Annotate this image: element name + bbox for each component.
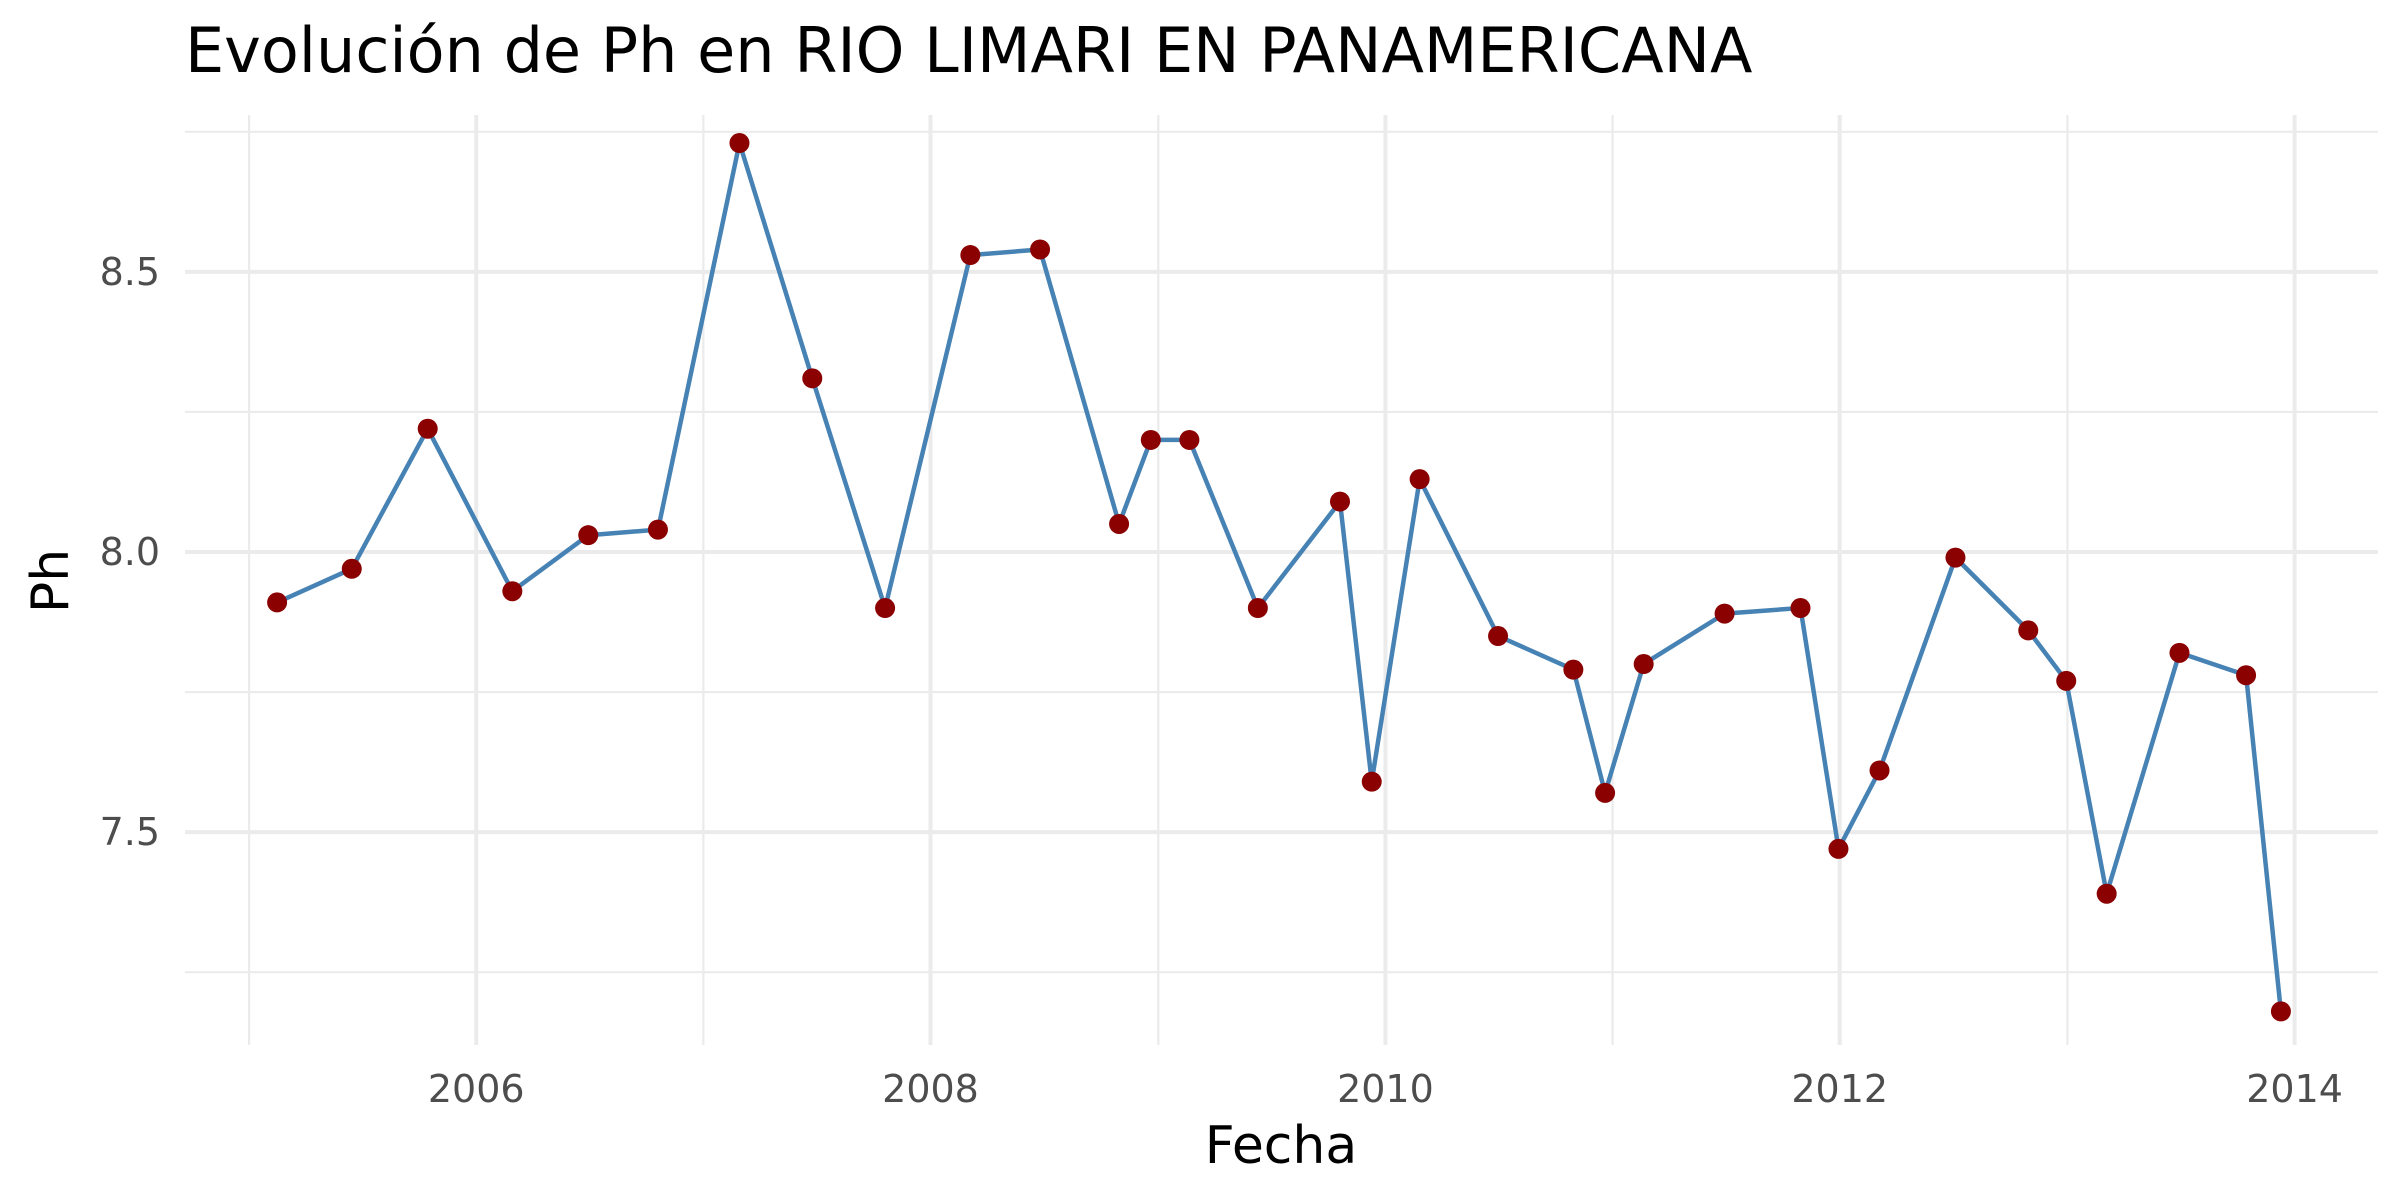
data-point-1 [341, 558, 362, 579]
x-tick-label-2010: 2010 [1337, 1067, 1434, 1111]
data-point-30 [2169, 642, 2190, 663]
data-point-20 [1595, 782, 1616, 803]
data-point-11 [1109, 513, 1130, 534]
data-point-31 [2236, 665, 2257, 686]
data-point-13 [1179, 429, 1200, 450]
x-axis-title: Fecha [1205, 1116, 1357, 1176]
x-tick-label-2008: 2008 [882, 1067, 979, 1111]
data-point-28 [2056, 670, 2077, 691]
data-point-32 [2270, 1001, 2291, 1022]
data-point-26 [1945, 547, 1966, 568]
x-tick-label-2006: 2006 [428, 1067, 525, 1111]
y-tick-label-7.5: 7.5 [100, 810, 160, 854]
y-tick-label-8.0: 8.0 [100, 530, 160, 574]
data-point-4 [578, 525, 599, 546]
data-point-6 [729, 133, 750, 154]
data-point-5 [647, 519, 668, 540]
data-point-12 [1140, 429, 1161, 450]
data-point-24 [1828, 838, 1849, 859]
y-tick-label-8.5: 8.5 [100, 250, 160, 294]
data-point-23 [1790, 598, 1811, 619]
data-point-29 [2096, 883, 2117, 904]
data-point-10 [1030, 239, 1051, 260]
data-point-8 [875, 598, 896, 619]
y-axis-title: Ph [21, 549, 81, 613]
data-point-18 [1488, 626, 1509, 647]
data-point-19 [1563, 659, 1584, 680]
data-point-7 [802, 368, 823, 389]
x-axis-tick-labels: 2006 2008 2010 2012 2014 [428, 1067, 2343, 1111]
data-point-27 [2018, 620, 2039, 641]
x-tick-label-2012: 2012 [1791, 1067, 1888, 1111]
series-layer [267, 133, 2291, 1022]
data-point-22 [1714, 603, 1735, 624]
data-point-17 [1409, 469, 1430, 490]
data-point-16 [1361, 771, 1382, 792]
data-point-0 [267, 592, 288, 613]
x-tick-label-2014: 2014 [2246, 1067, 2343, 1111]
data-point-3 [502, 581, 523, 602]
y-axis-tick-labels: 7.5 8.0 8.5 [100, 250, 160, 854]
data-point-2 [417, 418, 438, 439]
data-point-21 [1633, 654, 1654, 675]
data-point-25 [1869, 760, 1890, 781]
chart-title: Evolución de Ph en RIO LIMARI EN PANAMER… [185, 14, 1752, 87]
data-point-9 [960, 245, 981, 266]
data-point-15 [1329, 491, 1350, 512]
major-gridlines [185, 115, 2378, 1045]
data-point-14 [1247, 598, 1268, 619]
